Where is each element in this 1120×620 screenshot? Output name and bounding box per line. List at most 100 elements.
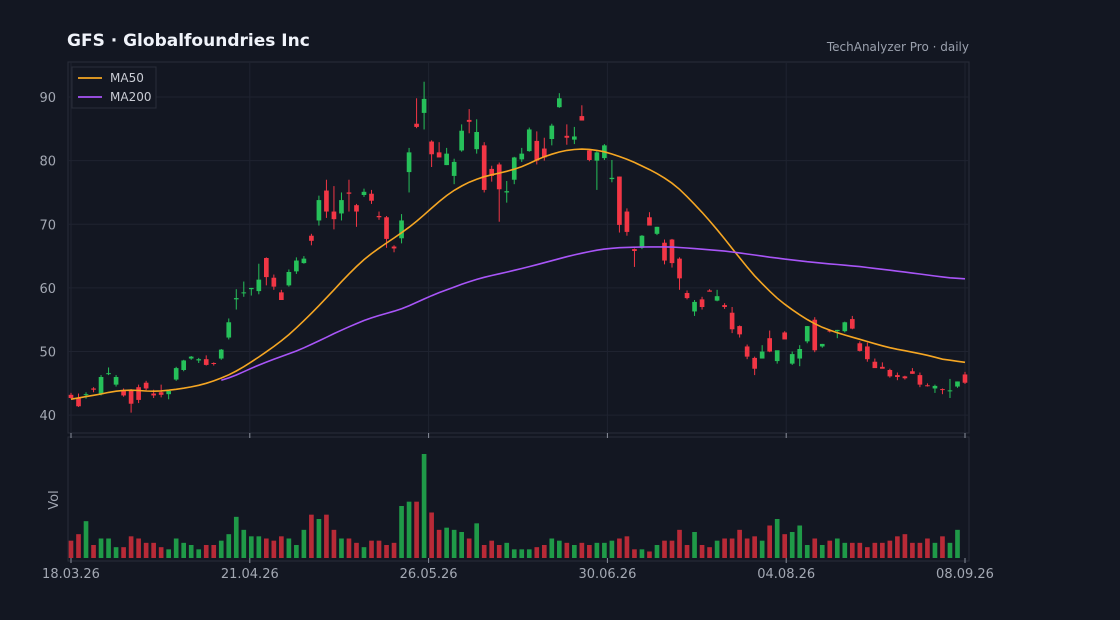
legend-ma50-label: MA50 <box>110 71 144 85</box>
volume-bar <box>444 527 449 558</box>
volume-bar <box>714 540 720 558</box>
volume-bar <box>572 545 577 558</box>
y-axis: 40 50 60 70 80 90 <box>39 91 56 424</box>
candle-body <box>526 129 532 152</box>
candle-body <box>880 366 885 369</box>
candle-body <box>819 343 825 347</box>
candle-body <box>113 377 119 385</box>
volume-bar <box>940 536 945 558</box>
volume-bar <box>241 529 247 558</box>
volume-bar <box>774 519 780 558</box>
volume-bar <box>399 506 404 558</box>
candle-body <box>564 135 570 138</box>
volume-bar <box>474 523 480 558</box>
volume-bar <box>647 551 652 558</box>
y-tick-label: 40 <box>39 409 56 424</box>
volume-bar <box>917 542 923 558</box>
volume-bar <box>279 536 284 558</box>
candle-body <box>106 373 111 375</box>
volume-bar <box>271 540 277 558</box>
candle-body <box>857 343 863 351</box>
x-tick-label: 08.09.26 <box>936 567 994 582</box>
volume-bar <box>654 545 660 558</box>
volume-bar <box>158 547 164 558</box>
candle-body <box>579 116 585 121</box>
candle-body <box>849 319 855 329</box>
candle-body <box>128 391 134 404</box>
candle-body <box>947 390 953 392</box>
volume-bar <box>121 547 126 558</box>
legend-box <box>71 66 157 109</box>
x-tick-label: 26.05.26 <box>400 567 458 582</box>
x-tick-label: 18.03.26 <box>42 567 100 582</box>
candle-body <box>196 359 202 361</box>
volume-bar <box>782 534 788 558</box>
candle-body <box>399 220 404 239</box>
candle-body <box>827 330 833 332</box>
volume-bar <box>639 549 645 558</box>
volume-bar <box>256 536 262 558</box>
volume-bar <box>632 549 637 558</box>
candle-body <box>699 299 705 307</box>
y-tick-label: 50 <box>39 346 56 361</box>
candle-body <box>474 132 480 150</box>
volume-bar <box>804 545 810 558</box>
volume-bar <box>331 529 337 558</box>
candle-body <box>406 152 412 173</box>
volume-bar <box>669 540 675 558</box>
volume-bar <box>925 538 930 558</box>
candle-body <box>414 123 419 127</box>
price-panel <box>67 61 970 434</box>
volume-bar <box>556 540 562 558</box>
volume-bar <box>91 545 96 558</box>
candle-body <box>654 226 660 234</box>
chart-title: GFS · Globalfoundries Inc <box>67 31 310 51</box>
volume-bar <box>211 545 217 558</box>
source-label: TechAnalyzer Pro · daily <box>826 40 969 54</box>
volume-bar <box>301 529 307 558</box>
candle-body <box>632 249 637 251</box>
volume-bar <box>263 538 269 558</box>
volume-bar <box>752 536 757 558</box>
y-tick-label: 90 <box>39 91 56 106</box>
candle-body <box>361 191 367 195</box>
candle-body <box>83 394 89 396</box>
candle-body <box>331 211 337 220</box>
candle-body <box>451 161 457 176</box>
candle-body <box>834 329 840 332</box>
candle-body <box>541 148 547 158</box>
candle-body <box>286 272 292 286</box>
candle-body <box>759 351 765 359</box>
candle-body <box>737 326 742 335</box>
volume-bar <box>76 534 81 558</box>
candle-body <box>744 346 750 357</box>
volume-bar <box>624 536 630 558</box>
volume-bar <box>451 529 457 558</box>
volume-bar <box>707 547 712 558</box>
candle-body <box>962 374 968 383</box>
candle-body <box>955 381 960 387</box>
volume-bar <box>68 540 74 558</box>
candle-body <box>459 130 464 151</box>
volume-bar <box>181 542 187 558</box>
volume-bar <box>309 514 314 558</box>
candle-body <box>714 296 720 301</box>
candle-body <box>151 393 156 396</box>
candle-body <box>932 385 938 389</box>
candle-body <box>489 168 495 176</box>
volume-bar <box>692 532 697 558</box>
volume-bar <box>549 538 555 558</box>
candle-body <box>143 382 149 389</box>
volume-bar <box>827 540 833 558</box>
candle-body <box>354 205 359 212</box>
x-tick-label: 04.08.26 <box>757 567 815 582</box>
volume-bar <box>587 545 592 558</box>
candle-body <box>940 389 945 391</box>
volume-bar <box>519 549 525 558</box>
volume-bar <box>617 538 622 558</box>
candle-body <box>301 258 307 264</box>
volume-bar <box>955 529 960 558</box>
candle-body <box>519 153 525 160</box>
volume-bar <box>602 542 607 558</box>
volume-bar <box>496 545 502 558</box>
